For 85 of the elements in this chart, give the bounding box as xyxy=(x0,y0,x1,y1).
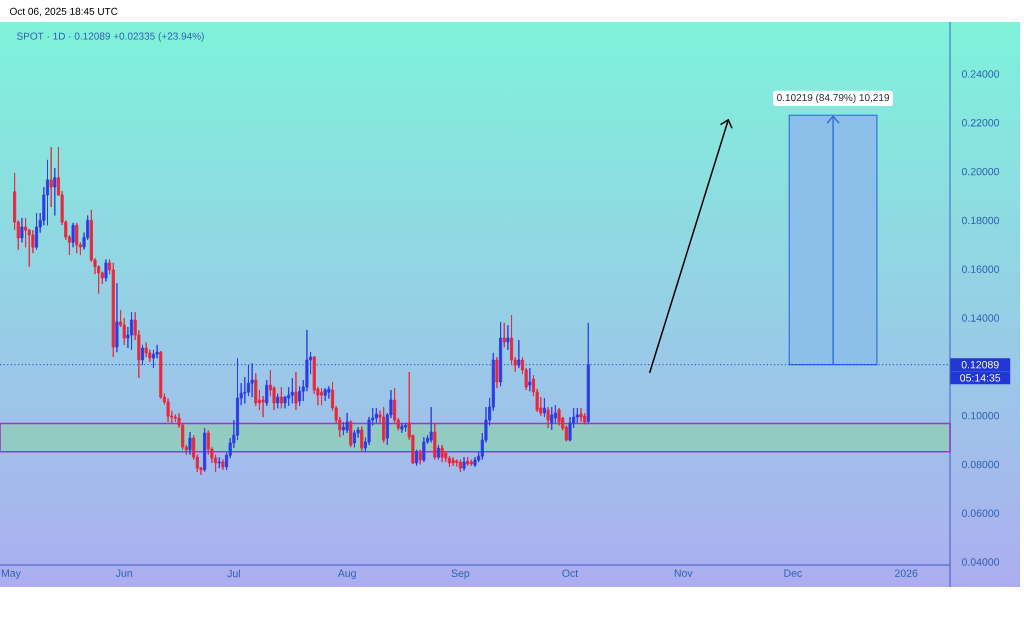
x-tick-label: Jun xyxy=(115,569,133,577)
candlestick xyxy=(140,344,145,366)
candlestick xyxy=(517,339,521,369)
candlestick xyxy=(35,212,39,251)
y-tick-label: 0.10000 xyxy=(961,411,1000,420)
y-tick-label: 0.14000 xyxy=(961,314,1000,322)
candlestick xyxy=(404,422,408,432)
text: SPOT · 1D · 0.12089 +0.02335 (+23.94%) xyxy=(16,32,204,42)
y-tick-label: 0.08000 xyxy=(961,460,1000,469)
y-tick-label: 0.16000 xyxy=(961,265,1000,273)
candlestick xyxy=(422,436,426,463)
candlestick xyxy=(203,427,207,473)
x-tick-label: Aug xyxy=(337,569,356,579)
x-tick-label: May xyxy=(1,569,21,579)
candlestick xyxy=(429,406,433,443)
candlestick xyxy=(462,456,466,472)
candlestick xyxy=(276,393,280,409)
y-tick-label: 0.04000 xyxy=(961,558,1000,566)
x-tick-label: Oct xyxy=(562,569,579,577)
x-tick-label: Nov xyxy=(674,569,693,577)
candlestick xyxy=(579,407,583,423)
candlestick xyxy=(221,459,225,471)
candlestick xyxy=(400,422,404,434)
candlestick xyxy=(499,321,503,387)
candlestick xyxy=(418,449,422,465)
data-label: 0.10219 (84.79%) 10,219 xyxy=(777,93,890,104)
y-tick-label: 0.06000 xyxy=(961,509,1000,517)
candlestick xyxy=(451,456,455,467)
candlestick xyxy=(546,406,550,429)
candlestick xyxy=(382,406,386,443)
y-tick-label: 0.20000 xyxy=(961,167,1000,176)
x-tick-label: 2026 xyxy=(895,569,918,577)
candlestick xyxy=(473,456,477,468)
x-tick-label: Sep xyxy=(451,569,470,580)
candlestick xyxy=(349,420,353,448)
candlestick xyxy=(265,379,269,407)
candlestick xyxy=(440,444,444,463)
y-tick-label: 0.22000 xyxy=(961,119,1000,127)
text: Oct 06, 2025 18:45 UTC xyxy=(10,7,118,17)
candlestick xyxy=(415,449,419,467)
candlestick xyxy=(111,262,115,358)
x-tick-label: Dec xyxy=(784,569,802,577)
candlestick xyxy=(130,311,134,351)
candlestick xyxy=(75,222,79,254)
candlestick xyxy=(502,322,506,348)
candlestick xyxy=(575,407,579,424)
candlestick xyxy=(466,456,470,467)
candlestick xyxy=(327,385,331,400)
candlestick xyxy=(495,356,499,389)
y-tick-label: 0.18000 xyxy=(961,216,1000,225)
candlestick xyxy=(144,341,148,358)
candlestick xyxy=(217,456,221,469)
candlestick xyxy=(320,387,324,406)
candlestick xyxy=(254,372,258,407)
candlestick xyxy=(279,386,283,409)
candlestick xyxy=(45,159,50,226)
candlestick xyxy=(345,412,349,434)
candlestick xyxy=(458,459,462,473)
candlestick xyxy=(294,371,298,411)
x-tick-label: Jul xyxy=(227,569,240,578)
candlestick xyxy=(188,431,192,456)
candlestick xyxy=(433,422,437,461)
candlestick xyxy=(71,222,75,248)
candlestick xyxy=(374,407,378,424)
text: 05:14:35 xyxy=(960,374,1001,382)
candlestick xyxy=(436,444,441,461)
candlestick xyxy=(586,322,590,424)
candlestick xyxy=(469,459,473,467)
candlestick xyxy=(20,217,24,243)
candlestick xyxy=(53,167,57,216)
candlestick xyxy=(528,367,532,392)
candlestick xyxy=(506,324,510,351)
y-tick-label: 0.24000 xyxy=(961,70,1000,78)
candlestick xyxy=(104,259,108,282)
candlestick xyxy=(323,387,327,402)
candlestick xyxy=(250,362,254,398)
candlestick xyxy=(550,406,554,431)
candlestick xyxy=(360,426,364,453)
candlestick xyxy=(290,377,294,404)
ref-line-label: 0.12089 xyxy=(961,360,999,369)
candlestick xyxy=(542,397,546,418)
candlestick xyxy=(115,282,119,353)
candlestick xyxy=(352,429,356,448)
candlestick xyxy=(583,412,587,425)
candlestick xyxy=(49,146,53,208)
